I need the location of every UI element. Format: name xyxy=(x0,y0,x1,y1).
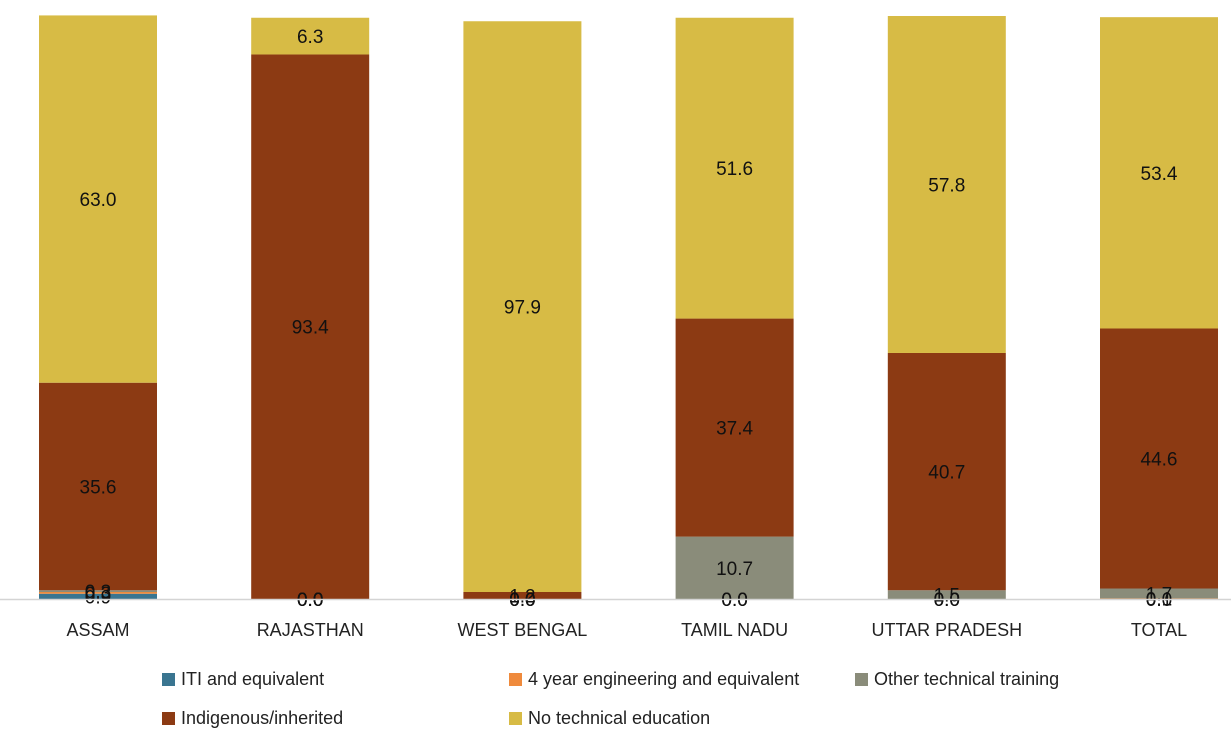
data-label: 0.0 xyxy=(297,590,323,611)
data-label: 63.0 xyxy=(80,190,117,211)
x-tick-label: UTTAR PRADESH xyxy=(871,620,1022,640)
data-label: 1.5 xyxy=(934,586,960,607)
data-label: 1.2 xyxy=(509,587,535,608)
data-label: 0.0 xyxy=(934,590,960,611)
legend-item: ITI and equivalent xyxy=(162,669,324,690)
legend-label: 4 year engineering and equivalent xyxy=(528,669,800,689)
x-tick-label: ASSAM xyxy=(66,620,129,640)
legend-swatch xyxy=(162,673,175,686)
legend-item: Indigenous/inherited xyxy=(162,708,343,729)
data-label: 0.0 xyxy=(297,590,323,611)
legend-swatch xyxy=(855,673,868,686)
legend-label: Indigenous/inherited xyxy=(181,708,344,728)
legend: ITI and equivalent 4 year engineering and… xyxy=(0,660,1231,733)
data-label: 0.0 xyxy=(509,590,535,611)
data-label: 37.4 xyxy=(716,419,753,440)
bar-segment-west-bengal-3 xyxy=(463,592,582,599)
x-tick-label: TOTAL xyxy=(1131,620,1187,640)
data-label: 0.0 xyxy=(1146,590,1172,611)
bar-segment-uttar-pradesh-4 xyxy=(887,16,1006,353)
x-tick-label: TAMIL NADU xyxy=(681,620,788,640)
bar-segment-uttar-pradesh-2 xyxy=(887,590,1006,599)
x-tick-label: WEST BENGAL xyxy=(458,620,588,640)
data-label: 6.3 xyxy=(297,27,323,48)
bar-segment-total-2 xyxy=(1100,588,1218,599)
bar-segment-tamil-nadu-4 xyxy=(675,17,794,319)
data-label: 57.8 xyxy=(928,175,965,196)
bar-segment-rajasthan-4 xyxy=(251,17,370,55)
legend-item: Other technical training xyxy=(855,669,1059,690)
bar-segment-total-1 xyxy=(1100,598,1218,599)
bar-segment-total-4 xyxy=(1100,17,1218,329)
bar-segment-uttar-pradesh-3 xyxy=(887,352,1006,591)
data-label: 53.4 xyxy=(1141,164,1178,185)
data-label: 0.3 xyxy=(85,582,111,603)
legend-label: Other technical training xyxy=(874,669,1060,689)
legend-item: No technical education xyxy=(509,708,710,729)
bar-segment-west-bengal-4 xyxy=(463,21,582,593)
data-label: 97.9 xyxy=(504,298,541,319)
stacked-bar-chart: 0.90.30.335.663.00.00.00.093.46.30.00.00… xyxy=(0,15,1231,640)
data-label: 1.7 xyxy=(1146,584,1172,605)
bar-segment-tamil-nadu-2 xyxy=(675,536,794,599)
bar-segment-tamil-nadu-3 xyxy=(675,318,794,537)
data-label: 0.0 xyxy=(509,590,535,611)
x-tick-label: RAJASTHAN xyxy=(257,620,364,640)
data-label: 44.6 xyxy=(1141,449,1178,470)
legend-item: 4 year engineering and equivalent xyxy=(509,669,799,690)
bar-segment-assam-3 xyxy=(39,382,157,591)
data-label: 0.0 xyxy=(509,590,535,611)
data-label: 51.6 xyxy=(716,159,753,180)
bar-segment-assam-0 xyxy=(39,593,157,599)
legend-swatch xyxy=(509,712,522,725)
data-label: 0.0 xyxy=(297,590,323,611)
bar-segment-rajasthan-3 xyxy=(251,54,370,599)
bar-segment-assam-4 xyxy=(39,15,157,383)
bar-segment-total-3 xyxy=(1100,328,1218,589)
legend-swatch xyxy=(509,673,522,686)
data-label: 10.7 xyxy=(716,559,753,580)
legend-label: ITI and equivalent xyxy=(181,669,325,689)
bar-segment-assam-1 xyxy=(39,592,157,594)
data-label: 40.7 xyxy=(928,463,965,484)
data-label: 0.0 xyxy=(934,590,960,611)
legend-label: No technical education xyxy=(528,708,711,728)
data-label: 35.6 xyxy=(80,477,117,498)
data-label: 93.4 xyxy=(292,318,329,339)
data-label: 0.9 xyxy=(85,587,111,608)
data-label: 0.0 xyxy=(721,590,747,611)
data-label: 0.0 xyxy=(721,590,747,611)
bar-segment-assam-2 xyxy=(39,590,157,593)
legend-swatch xyxy=(162,712,175,725)
